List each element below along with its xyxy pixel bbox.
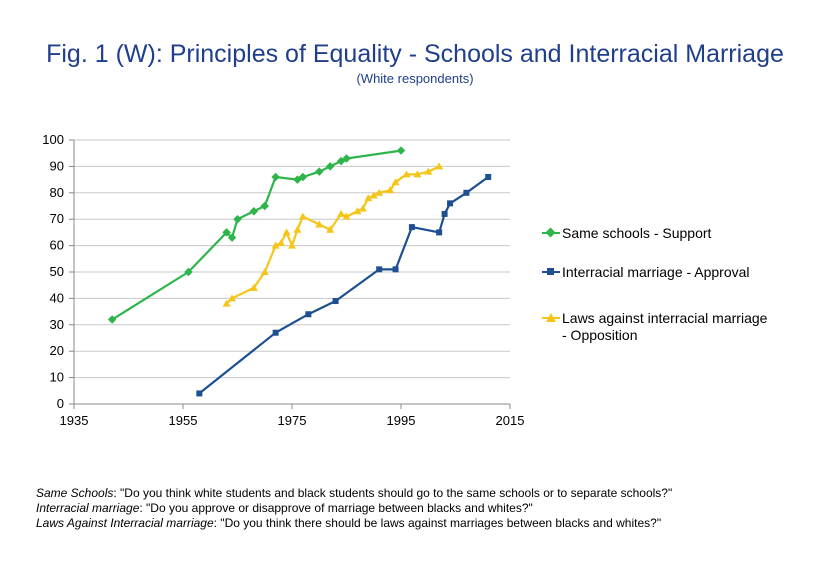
y-tick-label: 70 <box>50 211 64 226</box>
data-point <box>325 162 335 171</box>
y-tick-label: 10 <box>50 370 64 385</box>
y-tick-label: 60 <box>50 238 64 253</box>
data-point <box>342 212 351 220</box>
data-point <box>196 390 203 397</box>
data-point <box>271 241 280 249</box>
data-point <box>184 267 193 277</box>
data-point <box>447 200 454 207</box>
x-tick-label: 1995 <box>387 413 416 428</box>
series-line-2 <box>225 165 440 305</box>
legend-label-marriage: Interracial marriage - Approval <box>562 264 750 280</box>
y-tick-label: 30 <box>50 317 64 332</box>
data-point <box>107 315 117 324</box>
data-point <box>353 207 362 215</box>
y-tick-label: 0 <box>57 396 64 411</box>
data-point <box>305 311 312 318</box>
x-tick-label: 2015 <box>496 413 525 428</box>
y-tick-label: 40 <box>50 290 64 305</box>
legend-label-laws-line2: - Opposition <box>562 327 637 343</box>
data-point <box>293 225 302 233</box>
data-point <box>298 212 307 220</box>
data-point <box>271 172 280 182</box>
legend: Same schools - Support Interracial marri… <box>542 225 768 343</box>
question-notes: Same Schools: "Do you think white studen… <box>36 486 672 531</box>
data-point <box>392 266 399 273</box>
y-tick-label: 100 <box>42 132 64 147</box>
series-line-1 <box>198 176 489 395</box>
chart-title: Fig. 1 (W): Principles of Equality - Sch… <box>46 40 784 68</box>
x-tick-label: 1955 <box>169 413 198 428</box>
data-point <box>249 207 259 216</box>
legend-label-laws-line1: Laws against interracial marriage <box>562 310 768 326</box>
data-point <box>260 268 269 275</box>
data-point <box>391 178 400 186</box>
data-point <box>396 146 406 155</box>
note-marriage: Interracial marriage: "Do you approve or… <box>36 501 533 515</box>
chart-subtitle: (White respondents) <box>356 71 474 86</box>
data-point <box>358 204 367 212</box>
series-line-0 <box>111 149 402 321</box>
data-point <box>228 294 237 302</box>
data-point <box>249 283 258 291</box>
legend-label-schools: Same schools - Support <box>562 225 712 241</box>
data-point <box>288 241 296 249</box>
data-point <box>277 238 286 246</box>
data-point <box>315 220 324 228</box>
data-point <box>332 298 339 305</box>
data-point <box>233 214 242 224</box>
x-axis-ticks: 1935 1955 1975 1995 2015 <box>60 404 525 428</box>
data-point <box>337 209 346 217</box>
data-point <box>376 266 383 273</box>
data-point <box>222 299 231 307</box>
data-point <box>402 170 411 178</box>
legend-item-marriage: Interracial marriage - Approval <box>542 264 750 280</box>
data-point <box>272 329 279 336</box>
x-tick-label: 1975 <box>278 413 307 428</box>
data-point <box>326 225 335 233</box>
note-laws: Laws Against Interracial marriage: "Do y… <box>36 516 662 530</box>
data-point <box>342 154 351 163</box>
gridlines <box>74 139 510 379</box>
legend-item-laws: Laws against interracial marriage - Oppo… <box>542 310 768 343</box>
data-point <box>260 201 269 211</box>
y-tick-label: 80 <box>50 185 64 200</box>
y-tick-label: 20 <box>50 343 64 358</box>
data-point <box>315 167 324 176</box>
x-tick-label: 1935 <box>60 413 89 428</box>
legend-item-schools: Same schools - Support <box>542 225 712 241</box>
data-point <box>227 233 237 242</box>
data-point <box>375 188 384 196</box>
y-axis-ticks: 0 10 20 30 40 50 60 70 80 90 100 <box>42 132 74 411</box>
data-point <box>408 224 415 231</box>
y-tick-label: 90 <box>50 158 64 173</box>
y-tick-label: 50 <box>50 264 64 279</box>
line-chart: 0 10 20 30 40 50 60 70 80 90 100 1935 1955 1975 1995 2… <box>42 132 768 428</box>
data-point <box>441 210 448 217</box>
data-point <box>435 162 444 170</box>
series-lines <box>107 146 492 397</box>
data-point <box>485 173 492 180</box>
data-point <box>222 228 231 237</box>
data-point <box>282 228 291 236</box>
data-point <box>298 172 308 182</box>
data-point <box>436 229 443 236</box>
note-schools: Same Schools: "Do you think white studen… <box>36 486 673 500</box>
data-point <box>369 191 378 199</box>
data-point <box>463 189 470 196</box>
data-point <box>386 186 395 194</box>
data-point <box>413 170 422 178</box>
data-point <box>364 194 373 202</box>
data-point <box>424 167 433 175</box>
